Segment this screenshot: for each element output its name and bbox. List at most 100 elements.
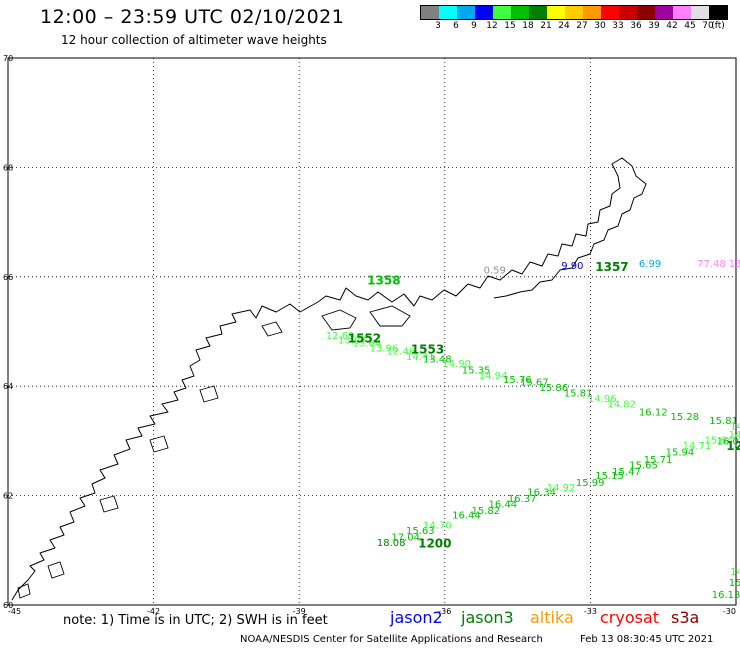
island-outline (47, 561, 65, 579)
wave-height-label: 15.81 (709, 416, 738, 427)
wave-height-label: 16.44 (488, 500, 517, 511)
legend-label: 30 (594, 21, 606, 31)
wave-height-label: 13 (729, 259, 740, 270)
lon-tick-label: -36 (438, 607, 451, 616)
wave-height-label: 14.70 (423, 520, 452, 531)
legend-label: 70 (702, 21, 714, 31)
legend-swatch (529, 6, 547, 19)
legend-swatch (493, 6, 511, 19)
wave-height-label: 15.35 (462, 366, 491, 377)
mission-label-jason3: jason3 (461, 608, 514, 627)
wave-height-label: 77.48 (697, 259, 726, 270)
pass-time-label: 1552 (348, 331, 381, 345)
pass-time-label: 1553 (411, 342, 444, 356)
wave-height-label: 14.71 (683, 441, 712, 452)
wave-height-label: 15.86 (539, 383, 568, 394)
wave-height-label: 14.5 (729, 430, 740, 441)
wave-height-label: 16.12 (639, 408, 668, 419)
island-outline (369, 305, 411, 327)
wave-height-label: 15.63 (406, 526, 435, 537)
wave-height-label: 15.64 (704, 436, 733, 447)
wave-height-label: 6.99 (639, 259, 661, 270)
island-outline (99, 495, 119, 513)
wave-height-label: 16.13 (712, 590, 740, 601)
mission-label-jason2: jason2 (390, 608, 443, 627)
legend-swatch (421, 6, 439, 19)
legend-swatch (709, 6, 727, 19)
mission-label-altika: altika (530, 608, 574, 627)
lat-lon-grid (7, 57, 737, 606)
wave-height-label: 15.71 (644, 455, 673, 466)
observation-labels: 0.59 9.90 6.99 77.48 1312.6913.0713.6413.961… (326, 259, 740, 601)
pass-time-label: 1358 (367, 273, 400, 287)
footnote: note: 1) Time is in UTC; 2) SWH is in fe… (63, 613, 328, 628)
wave-height-label: 16.34 (527, 488, 556, 499)
wave-height-label: 14. (730, 567, 740, 578)
pass-time-label: 1200 (418, 537, 451, 551)
legend-swatch (601, 6, 619, 19)
pass-time-label: 1357 (595, 260, 628, 274)
wave-height-label: 14.94 (479, 371, 508, 382)
legend-swatch (673, 6, 691, 19)
wave-height-label: 15.76 (503, 375, 532, 386)
lon-tick-label: -30 (723, 607, 736, 616)
legend-swatch (439, 6, 457, 19)
lon-tick-label: -45 (8, 607, 21, 616)
legend-label: 15 (504, 21, 516, 31)
lon-tick-label: -42 (147, 607, 160, 616)
wave-height-label: 13.64 (353, 338, 382, 349)
legend-label: 27 (576, 21, 588, 31)
wave-height-label: 15.28 (670, 412, 699, 423)
legend-swatch (475, 6, 493, 19)
legend-label: 6 (453, 21, 459, 31)
wave-height-label: 14.41 (406, 352, 435, 363)
legend-swatch (457, 6, 475, 19)
lon-tick-label: -33 (584, 607, 597, 616)
credit-text: NOAA/NESDIS Center for Satellite Applica… (240, 634, 543, 645)
legend-label: 45 (684, 21, 696, 31)
wave-height-label: 15.94 (666, 448, 695, 459)
pass-time-label: 1200 (726, 439, 740, 453)
wave-height-label: 14.82 (607, 400, 636, 411)
wave-height-label: 16.07 (717, 437, 740, 448)
wave-height-label: 18.08 (377, 538, 406, 549)
coastline-path (11, 157, 647, 601)
island-outline (321, 309, 357, 331)
legend-label: 9 (471, 21, 477, 31)
wave-height-label: 14.90 (442, 359, 471, 370)
wave-height-label: 13.48 (423, 355, 452, 366)
legend-swatch (619, 6, 637, 19)
lat-tick-label: 70 (3, 54, 13, 63)
wave-height-label: 13.07 (338, 336, 367, 347)
legend-label: 36 (630, 21, 642, 31)
island-outline (17, 583, 31, 599)
legend-swatch (547, 6, 565, 19)
wave-height-label: 14.96 (588, 394, 617, 405)
lat-tick-label: 66 (3, 273, 13, 282)
island-outline (149, 435, 169, 453)
legend-label: 21 (540, 21, 552, 31)
legend-label: 33 (612, 21, 624, 31)
wave-height-label: 14.92 (547, 483, 576, 494)
wave-height-label: 15.0 (729, 578, 740, 589)
legend-swatch (637, 6, 655, 19)
wave-height-label: 15.67 (520, 378, 549, 389)
mission-label-cryosat: cryosat (600, 608, 660, 627)
wave-height-label: 16.37 (508, 494, 537, 505)
wave-height-label: 13.96 (370, 344, 399, 355)
island-outline (199, 385, 219, 403)
wave-height-label: 15.65 (629, 460, 658, 471)
map-title: 12:00 – 23:59 UTC 02/10/2021 (40, 6, 345, 28)
wave-height-label: 12.69 (326, 331, 355, 342)
map-subtitle: 12 hour collection of altimeter wave hei… (61, 33, 327, 47)
generated-timestamp: Feb 13 08:30:45 UTC 2021 (580, 634, 714, 645)
wave-height-label: 15.81 (564, 389, 593, 400)
legend-label: 39 (648, 21, 660, 31)
lat-tick-label: 64 (3, 382, 13, 391)
lat-tick-label: 68 (3, 163, 13, 172)
legend-label: 24 (558, 21, 570, 31)
axis-tick-labels: -45 -42 -39 -36 -33 -30 60 62 64 66 68 70 (3, 54, 736, 616)
wave-height-label: 9.90 (561, 261, 583, 272)
lat-tick-label: 62 (3, 492, 13, 501)
wave-height-label: 12.46 (387, 346, 416, 357)
